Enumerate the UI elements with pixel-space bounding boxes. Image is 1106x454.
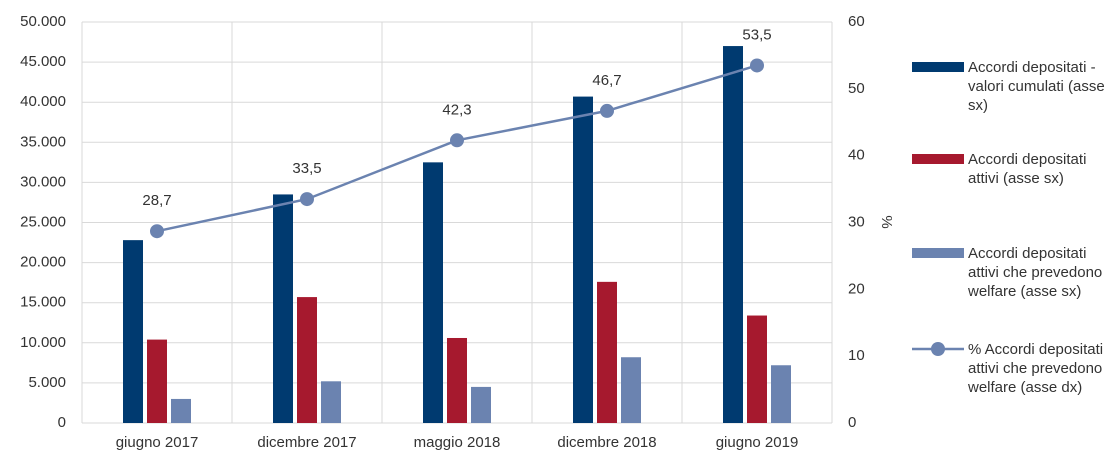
line-marker [750,58,764,73]
bar [423,162,443,423]
bar [171,398,191,423]
data-label: 53,5 [742,26,771,43]
bar [771,365,791,423]
x-tick-label: maggio 2018 [414,434,501,451]
bar [147,339,167,423]
y-tick-label: 10.000 [20,334,66,351]
x-tick-label: giugno 2019 [716,434,799,451]
line [156,64,758,233]
data-label: 42,3 [442,101,471,118]
line-marker [450,133,464,148]
y-tick-label: 30.000 [20,173,66,190]
y2-tick-label: 40 [848,147,865,164]
line-marker [150,224,164,239]
bar [273,194,293,423]
bar [597,281,617,423]
data-label: 28,7 [142,192,171,209]
y2-tick-label: 0 [848,414,856,431]
y2-axis-label: % [878,215,895,228]
bar [621,357,641,423]
x-tick-label: dicembre 2018 [557,434,656,451]
y2-tick-label: 30 [848,213,865,230]
y-tick-label: 45.000 [20,53,66,70]
bar [573,96,593,423]
data-label: 33,5 [292,160,321,177]
bar [723,46,743,424]
x-tick-label: dicembre 2017 [257,434,356,451]
data-label: 46,7 [592,72,621,89]
legend-entry: Accordi depositati attivi che prevedono … [968,245,1103,300]
y-tick-label: 50.000 [20,13,66,30]
legend-swatch [912,154,964,164]
y-tick-label: 40.000 [20,93,66,110]
y-tick-label: 25.000 [20,213,66,230]
y2-tick-label: 20 [848,280,865,297]
y2-tick-label: 60 [848,13,865,30]
y-tick-label: 20.000 [20,254,66,271]
legend-entry: % Accordi depositati attivi che prevedon… [968,341,1104,396]
y-tick-label: 0 [58,414,66,431]
y2-tick-label: 10 [848,347,865,364]
legend-swatch [912,62,964,72]
legend-entry: Accordi depositati attivi (asse sx) [968,151,1087,187]
bar [747,315,767,423]
y2-tick-label: 50 [848,80,865,97]
bar [447,337,467,423]
legend-entry: Accordi depositati - valori cumulati (as… [968,59,1105,114]
y-tick-label: 5.000 [28,374,66,391]
line-marker [300,192,314,207]
y-tick-label: 15.000 [20,294,66,311]
x-tick-label: giugno 2017 [116,434,199,451]
bar [297,297,317,423]
bar [123,240,143,423]
legend-swatch-marker [931,342,945,356]
legend-swatch [912,248,964,258]
y-tick-label: 35.000 [20,133,66,150]
bar [321,381,341,423]
bar [471,386,491,423]
line-marker [600,103,614,118]
